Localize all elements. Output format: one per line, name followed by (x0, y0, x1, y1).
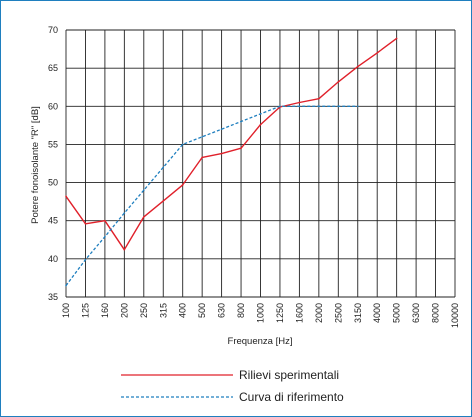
data-point (220, 128, 223, 130)
x-tick-label: 6300 (411, 303, 421, 323)
x-tick-label: 8000 (431, 303, 441, 323)
series-1 (65, 105, 359, 287)
data-point (123, 248, 126, 251)
y-tick-label: 35 (48, 292, 58, 302)
x-tick-label: 250 (139, 303, 149, 318)
x-tick-label: 3150 (353, 303, 363, 323)
grid (65, 29, 456, 298)
data-point (318, 105, 320, 108)
y-tick-label: 40 (48, 254, 58, 264)
series-line (65, 37, 398, 251)
data-point (143, 189, 145, 191)
series-line (65, 105, 358, 286)
x-tick-label: 1250 (275, 303, 285, 323)
y-tick-label: 50 (48, 178, 58, 188)
data-point (162, 200, 165, 202)
data-point (240, 120, 242, 123)
data-point (240, 147, 242, 150)
y-tick-label: 45 (48, 216, 58, 226)
data-point (143, 216, 145, 218)
y-tick-label: 65 (48, 63, 58, 73)
x-tick-label: 100 (61, 303, 71, 318)
x-tick-label: 2500 (333, 303, 343, 323)
x-tick-label: 1600 (294, 303, 304, 323)
data-point (318, 97, 320, 100)
x-tick-label: 315 (158, 303, 168, 318)
data-point (259, 113, 262, 115)
data-point (65, 195, 67, 198)
x-tick-label: 2000 (314, 303, 324, 323)
data-point (84, 258, 87, 261)
y-tick-label: 55 (48, 139, 58, 149)
x-axis-title: Frequenza [Hz] (228, 336, 293, 347)
data-point (356, 65, 359, 68)
data-point (395, 37, 398, 40)
data-point (376, 52, 379, 54)
data-point (162, 166, 165, 169)
data-point (337, 105, 340, 108)
data-point (123, 212, 126, 214)
x-tick-labels: 100 125 160 200 250 315 400 500 630 800 1000 1250 16… (61, 303, 460, 328)
series-layer (65, 37, 398, 287)
x-tick-label: 10000 (450, 303, 460, 328)
y-axis-title: Potere fonoisolante "R" [dB] (30, 106, 41, 224)
y-tick-label: 60 (48, 101, 58, 111)
y-tick-label: 70 (48, 25, 58, 35)
data-point (220, 152, 223, 155)
series-0 (65, 37, 398, 251)
x-tick-label: 5000 (392, 303, 402, 323)
legend-label-rilievi: Rilievi sperimentali (239, 368, 339, 382)
data-point (279, 105, 281, 108)
data-point (259, 123, 262, 126)
y-tick-labels: 35 40 45 50 55 60 65 70 (48, 25, 58, 302)
legend: Rilievi sperimentali Curva di riferiment… (121, 368, 344, 404)
data-point (337, 81, 340, 83)
data-point (356, 105, 359, 108)
x-tick-label: 125 (80, 303, 90, 318)
data-point (298, 105, 301, 108)
x-tick-label: 500 (197, 303, 207, 318)
data-point (65, 284, 67, 287)
legend-label-riferimento: Curva di riferimento (239, 390, 344, 404)
x-tick-label: 160 (100, 303, 110, 318)
x-tick-label: 200 (119, 303, 129, 318)
data-point (298, 101, 301, 104)
data-point (104, 219, 106, 222)
data-point (104, 235, 106, 238)
x-tick-label: 800 (236, 303, 246, 318)
data-point (201, 136, 203, 138)
x-tick-label: 400 (178, 303, 188, 318)
data-point (181, 184, 184, 186)
x-tick-label: 1000 (256, 303, 266, 323)
data-point (84, 222, 87, 225)
data-point (201, 156, 203, 159)
data-point (181, 143, 184, 146)
x-tick-label: 630 (217, 303, 227, 318)
x-tick-label: 4000 (372, 303, 382, 323)
